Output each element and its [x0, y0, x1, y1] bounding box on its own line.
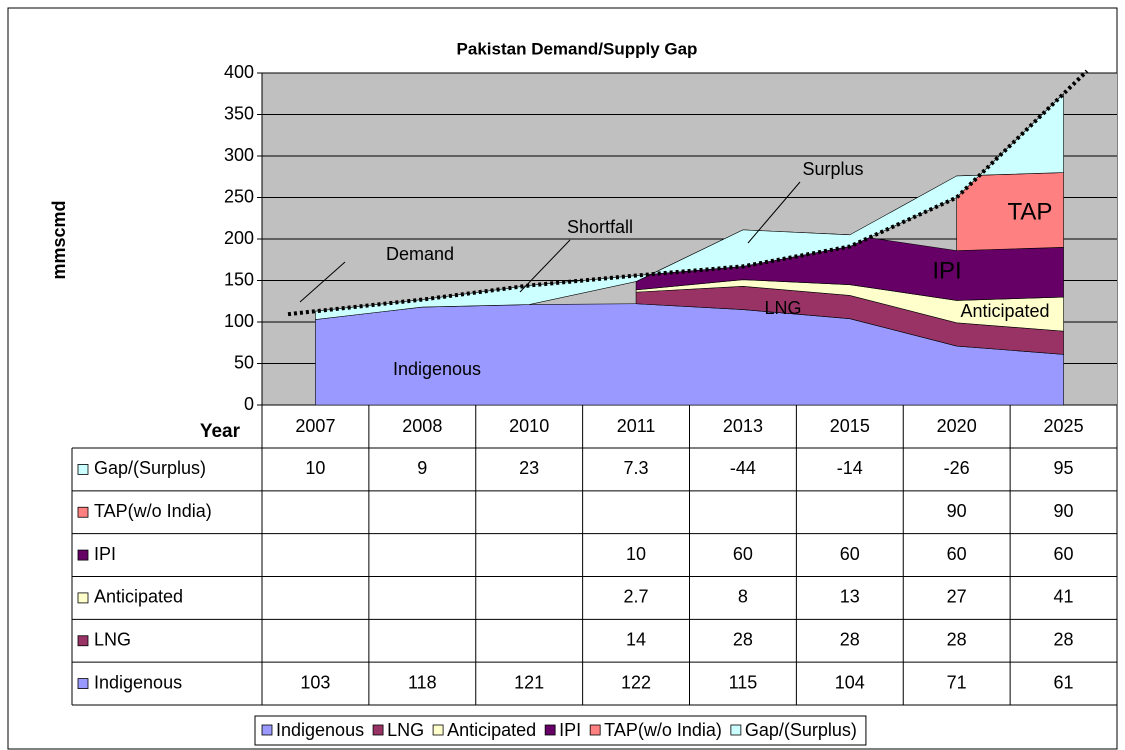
legend-key [544, 724, 556, 736]
legend-key [77, 592, 89, 604]
legend-label: Anticipated [447, 720, 536, 740]
table-value: 9 [417, 458, 427, 478]
x-tick-label: 2007 [295, 416, 335, 436]
table-header: Year [200, 421, 241, 442]
table-value: 28 [840, 630, 860, 650]
legend-key [77, 506, 89, 518]
table-value: 13 [840, 587, 860, 607]
y-tick-label: 50 [234, 352, 254, 372]
table-value: 90 [947, 501, 967, 521]
legend-key [589, 724, 601, 736]
leader-line [747, 181, 801, 244]
chart-title: Pakistan Demand/Supply Gap [457, 39, 698, 58]
legend-key [77, 635, 89, 647]
table-value: 14 [626, 630, 646, 650]
legend-key [261, 724, 273, 736]
row-label: Anticipated [94, 587, 183, 607]
annotation: LNG [764, 298, 801, 318]
table-value: 60 [840, 544, 860, 564]
legend-key [730, 724, 742, 736]
table-value: 60 [1054, 544, 1074, 564]
table-value: 28 [1054, 630, 1074, 650]
legend-key [77, 678, 89, 689]
x-tick-label: 2008 [402, 416, 442, 436]
legend-label: LNG [387, 720, 424, 740]
y-tick-label: 150 [224, 269, 254, 289]
y-tick-label: 350 [224, 103, 254, 123]
table-value: 104 [835, 672, 865, 692]
y-axis-label: mmscmd [49, 200, 69, 279]
annotation: Shortfall [567, 217, 633, 237]
leader-line [299, 261, 346, 303]
y-tick-label: 200 [224, 228, 254, 248]
annotation: Indigenous [393, 359, 481, 379]
legend [254, 715, 867, 746]
legend-label: Gap/(Surplus) [745, 720, 857, 740]
table-value: 27 [947, 587, 967, 607]
table-value: -26 [944, 458, 970, 478]
area [315, 303, 1064, 405]
legend-label: Indigenous [276, 720, 364, 740]
y-tick-label: 300 [224, 145, 254, 165]
x-tick-label: 2011 [617, 416, 656, 436]
legend-key [77, 464, 89, 475]
annotation: Surplus [802, 159, 863, 179]
table-value: 95 [1054, 458, 1074, 478]
x-tick-label: 2015 [830, 416, 870, 436]
legend-label: IPI [559, 720, 581, 740]
table-value: -44 [730, 458, 756, 478]
x-tick-label: 2010 [509, 416, 549, 436]
legend-key [372, 724, 384, 736]
legend-key [77, 549, 89, 561]
table-value: 10 [305, 458, 325, 478]
x-tick-label: 2025 [1044, 416, 1084, 436]
table-value: 60 [733, 544, 753, 564]
row-label: LNG [94, 630, 131, 650]
table-value: 10 [626, 544, 646, 564]
y-tick-label: 100 [224, 311, 254, 331]
legend-key [432, 724, 444, 736]
demand-line [287, 69, 1089, 317]
table-value: 28 [947, 630, 967, 650]
table-value: 121 [514, 672, 544, 692]
row-label: Gap/(Surplus) [94, 458, 206, 478]
table-value: 23 [519, 458, 539, 478]
legend-label: TAP(w/o India) [604, 720, 722, 740]
areas [315, 93, 1064, 405]
row-label: Indigenous [94, 672, 182, 692]
annotation: TAP [1008, 198, 1053, 225]
y-tick-label: 400 [224, 62, 254, 82]
table-value: 7.3 [624, 458, 649, 478]
leader-line [519, 239, 571, 293]
table-value: 90 [1054, 501, 1074, 521]
table-value: 2.7 [624, 587, 649, 607]
table-value: 103 [300, 672, 330, 692]
table-value: 115 [729, 672, 758, 692]
table-value: 8 [738, 587, 748, 607]
table-value: 61 [1054, 672, 1074, 692]
annotation: Anticipated [960, 301, 1049, 321]
table-value: 71 [947, 672, 967, 692]
table-value: 28 [733, 630, 753, 650]
y-tick-label: 0 [244, 394, 254, 414]
table-value: 118 [408, 672, 437, 692]
row-label: TAP(w/o India) [94, 501, 212, 521]
y-tick-label: 250 [224, 186, 254, 206]
table-value: -14 [837, 458, 863, 478]
table-value: 41 [1054, 587, 1074, 607]
x-tick-label: 2020 [937, 416, 977, 436]
table-value: 60 [947, 544, 967, 564]
annotation: IPI [932, 257, 961, 284]
annotation: Demand [386, 244, 454, 264]
row-label: IPI [94, 544, 116, 564]
table-value: 122 [621, 672, 651, 692]
x-tick-label: 2013 [723, 416, 763, 436]
